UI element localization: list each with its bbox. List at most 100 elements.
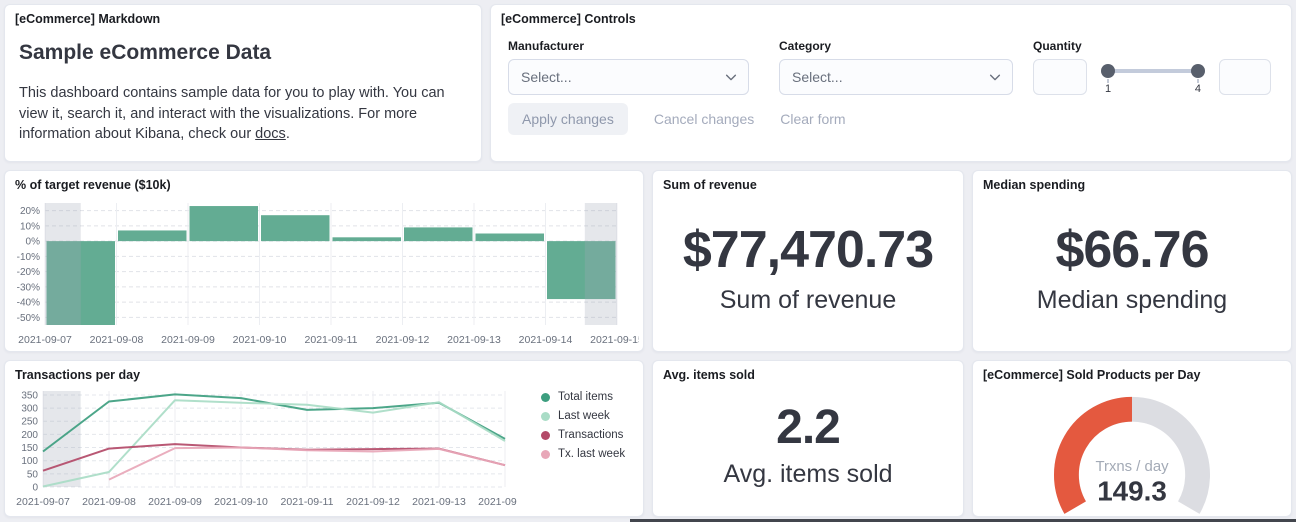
metric: $66.76 Median spending <box>979 193 1285 345</box>
sold-products-gauge-panel: [eCommerce] Sold Products per Day Trxns … <box>972 360 1292 517</box>
markdown-heading: Sample eCommerce Data <box>19 41 271 65</box>
manufacturer-field: Manufacturer Select... <box>508 39 749 95</box>
markdown-body: This dashboard contains sample data for … <box>19 83 463 145</box>
legend-label: Last week <box>558 410 610 422</box>
category-select[interactable]: Select... <box>779 59 1013 95</box>
svg-text:2021-09-10: 2021-09-10 <box>214 496 268 508</box>
svg-text:2021-09-12: 2021-09-12 <box>346 496 400 508</box>
svg-text:2021-09-11: 2021-09-11 <box>281 496 334 508</box>
manufacturer-select-value: Select... <box>521 69 572 85</box>
gauge-label: Trxns / day <box>1095 459 1169 475</box>
svg-text:250: 250 <box>21 417 38 428</box>
svg-text:2021-09-08: 2021-09-08 <box>82 496 136 508</box>
legend-item[interactable]: Last week <box>541 410 625 422</box>
svg-text:2021-09-14: 2021-09-14 <box>478 496 517 508</box>
gauge-value: 149.3 <box>1097 476 1167 507</box>
metric-value: 2.2 <box>776 404 840 452</box>
svg-text:20%: 20% <box>20 206 40 217</box>
target-revenue-chart[interactable]: 20%10%0%-10%-20%-30%-40%-50%2021-09-0720… <box>11 197 639 349</box>
transactions-panel: Transactions per day 0501001502002503003… <box>4 360 644 517</box>
median-spending-panel: Median spending $66.76 Median spending <box>972 170 1292 352</box>
clear-form-button[interactable]: Clear form <box>780 111 845 127</box>
category-select-value: Select... <box>792 69 843 85</box>
legend-dot-icon <box>541 412 550 421</box>
bar[interactable] <box>190 206 259 241</box>
svg-text:150: 150 <box>21 443 38 454</box>
metric-label: Median spending <box>1037 286 1227 315</box>
panel-title: Median spending <box>983 178 1281 192</box>
bar[interactable] <box>333 237 402 241</box>
transactions-chart[interactable]: 0501001502002503003502021-09-072021-09-0… <box>11 387 517 515</box>
legend-item[interactable]: Total items <box>541 391 625 403</box>
legend-dot-icon <box>541 393 550 402</box>
avg-items-panel: Avg. items sold 2.2 Avg. items sold <box>652 360 964 517</box>
quantity-min-input[interactable] <box>1033 59 1087 95</box>
bar[interactable] <box>476 234 545 242</box>
panel-title: Sum of revenue <box>663 178 953 192</box>
category-field: Category Select... <box>779 39 1013 95</box>
docs-link[interactable]: docs <box>255 126 286 142</box>
svg-text:2021-09-15: 2021-09-15 <box>590 334 639 346</box>
partial-bucket-band <box>45 203 81 325</box>
slider-handle-max[interactable] <box>1191 64 1205 78</box>
svg-text:100: 100 <box>21 456 38 467</box>
apply-changes-button[interactable]: Apply changes <box>508 103 628 135</box>
panel-title: % of target revenue ($10k) <box>15 178 633 192</box>
slider-handle-min[interactable] <box>1101 64 1115 78</box>
legend-dot-icon <box>541 450 550 459</box>
metric-label: Sum of revenue <box>720 286 897 315</box>
slider-range <box>1109 69 1197 73</box>
svg-text:2021-09-09: 2021-09-09 <box>148 496 202 508</box>
svg-text:-10%: -10% <box>17 252 40 263</box>
bar[interactable] <box>404 227 473 241</box>
chevron-down-icon <box>988 70 1002 84</box>
panel-title: [eCommerce] Markdown <box>15 12 471 26</box>
svg-text:2021-09-13: 2021-09-13 <box>447 334 501 346</box>
markdown-text-end: . <box>286 126 290 142</box>
sum-revenue-panel: Sum of revenue $77,470.73 Sum of revenue <box>652 170 964 352</box>
legend-item[interactable]: Tx. last week <box>541 448 625 460</box>
slider-max-label: 4 <box>1195 83 1201 95</box>
quantity-max-input[interactable] <box>1219 59 1271 95</box>
svg-text:2021-09-13: 2021-09-13 <box>412 496 466 508</box>
legend-item[interactable]: Transactions <box>541 429 625 441</box>
svg-text:2021-09-11: 2021-09-11 <box>305 334 358 346</box>
panel-title: [eCommerce] Controls <box>501 12 1281 26</box>
metric: 2.2 Avg. items sold <box>659 383 957 510</box>
controls-panel: [eCommerce] Controls Manufacturer Select… <box>490 4 1292 162</box>
controls-actions: Apply changes Cancel changes Clear form <box>508 103 846 135</box>
gauge: Trxns / day149.3 <box>973 383 1291 516</box>
gauge-chart[interactable]: Trxns / day149.3 <box>973 383 1291 517</box>
legend-label: Total items <box>558 391 613 403</box>
metric: $77,470.73 Sum of revenue <box>659 193 957 345</box>
category-label: Category <box>779 39 1013 53</box>
svg-text:2021-09-07: 2021-09-07 <box>18 334 72 346</box>
manufacturer-select[interactable]: Select... <box>508 59 749 95</box>
panel-title: Transactions per day <box>15 368 633 382</box>
cancel-changes-button[interactable]: Cancel changes <box>654 111 754 127</box>
svg-text:-30%: -30% <box>17 282 40 293</box>
bar[interactable] <box>261 215 330 241</box>
quantity-label: Quantity <box>1033 39 1283 53</box>
slider-min-label: 1 <box>1105 83 1111 95</box>
svg-text:2021-09-10: 2021-09-10 <box>233 334 287 346</box>
panel-title: [eCommerce] Sold Products per Day <box>983 368 1281 382</box>
quantity-range-slider: 1 4 <box>1101 59 1205 95</box>
svg-text:2021-09-09: 2021-09-09 <box>161 334 215 346</box>
svg-text:2021-09-08: 2021-09-08 <box>90 334 144 346</box>
svg-text:2021-09-12: 2021-09-12 <box>376 334 430 346</box>
legend-label: Transactions <box>558 429 623 441</box>
markdown-panel: [eCommerce] Markdown Sample eCommerce Da… <box>4 4 482 162</box>
bar[interactable] <box>118 230 187 241</box>
chart-legend: Total items Last week Transactions Tx. last… <box>541 391 625 460</box>
metric-label: Avg. items sold <box>723 460 892 489</box>
legend-label: Tx. last week <box>558 448 625 460</box>
partial-bucket-band <box>43 391 81 487</box>
svg-text:0: 0 <box>32 483 38 494</box>
chevron-down-icon <box>724 70 738 84</box>
svg-text:50: 50 <box>27 469 39 480</box>
panel-title: Avg. items sold <box>663 368 953 382</box>
partial-bucket-band <box>585 203 617 325</box>
svg-text:350: 350 <box>21 390 38 401</box>
quantity-field: Quantity 1 4 <box>1033 39 1283 95</box>
